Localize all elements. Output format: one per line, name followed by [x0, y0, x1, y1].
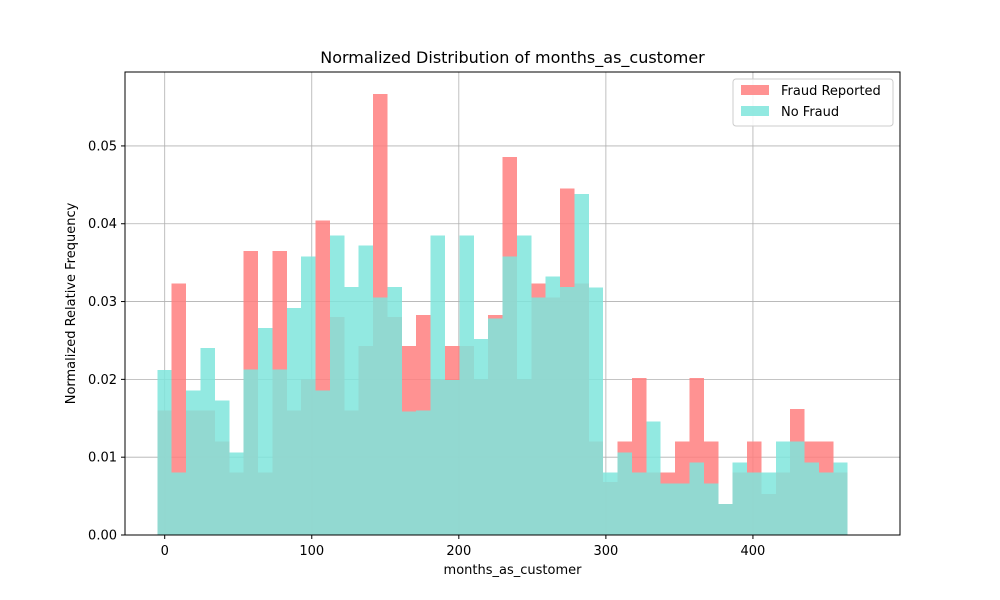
legend-swatch-no-fraud	[741, 106, 769, 116]
bar	[631, 472, 647, 535]
bar	[747, 472, 762, 535]
histogram-bars	[157, 93, 848, 536]
bar	[689, 462, 704, 535]
bar	[272, 369, 287, 535]
bar	[243, 369, 259, 535]
legend-label-no-fraud: No Fraud	[781, 105, 839, 120]
bar	[531, 297, 546, 535]
bar	[229, 452, 244, 535]
x-tick-label: 0	[161, 544, 169, 559]
bar	[660, 483, 676, 535]
x-tick-label: 200	[446, 544, 471, 559]
x-tick-label: 300	[593, 544, 618, 559]
bar	[344, 286, 359, 535]
y-tick-label: 0.00	[88, 529, 117, 544]
x-axis-title: months_as_customer	[444, 563, 583, 578]
bar	[675, 483, 690, 535]
bar	[329, 235, 345, 536]
bar	[416, 410, 431, 535]
bar	[157, 370, 172, 535]
bar	[258, 328, 273, 535]
bar	[603, 472, 618, 535]
bar	[459, 235, 474, 536]
x-tick-label: 100	[299, 544, 324, 559]
bar	[373, 297, 388, 535]
y-tick-label: 0.01	[88, 451, 117, 466]
legend-swatch-fraud-reported	[741, 85, 769, 95]
bar	[430, 235, 445, 536]
y-axis-title: Normalized Relative Frequency	[64, 202, 79, 404]
legend-label-fraud-reported: Fraud Reported	[781, 84, 881, 99]
y-tick-label: 0.02	[88, 373, 117, 388]
bar	[775, 441, 791, 535]
series-no-fraud	[157, 194, 848, 536]
x-tick-label: 400	[741, 544, 766, 559]
bar	[358, 245, 374, 536]
bar	[301, 256, 316, 535]
bar	[171, 472, 187, 535]
axis-ticks: 0 100 200 300 400 0.00 0.01 0.02 0.03 0.04 0.05	[88, 139, 765, 559]
bar	[560, 286, 575, 535]
bar	[545, 276, 561, 535]
bar	[401, 411, 417, 535]
bar	[488, 318, 503, 535]
bar	[617, 452, 632, 535]
bar	[703, 483, 719, 535]
plot-frame	[124, 71, 901, 536]
bar	[445, 380, 460, 535]
bar	[790, 441, 805, 535]
bar	[387, 286, 402, 535]
bar	[761, 472, 776, 535]
bar	[574, 194, 589, 536]
bar	[732, 462, 748, 535]
bar	[833, 462, 848, 535]
bar	[315, 390, 330, 535]
legend: Fraud Reported No Fraud	[732, 78, 894, 127]
chart-title: Normalized Distribution of months_as_cus…	[320, 48, 705, 68]
legend-box	[732, 78, 894, 127]
bar	[818, 472, 834, 535]
y-tick-label: 0.03	[88, 295, 117, 310]
bar	[473, 338, 489, 535]
bar	[286, 307, 302, 535]
y-tick-label: 0.05	[88, 139, 117, 154]
bar	[804, 462, 819, 535]
y-tick-label: 0.04	[88, 217, 117, 232]
bar	[214, 400, 230, 535]
bar	[502, 256, 517, 535]
bar	[186, 390, 201, 535]
bar	[516, 235, 532, 536]
bar	[718, 503, 733, 535]
bar	[646, 421, 661, 535]
bar	[171, 283, 187, 535]
bar	[200, 348, 215, 535]
bar	[588, 287, 604, 535]
